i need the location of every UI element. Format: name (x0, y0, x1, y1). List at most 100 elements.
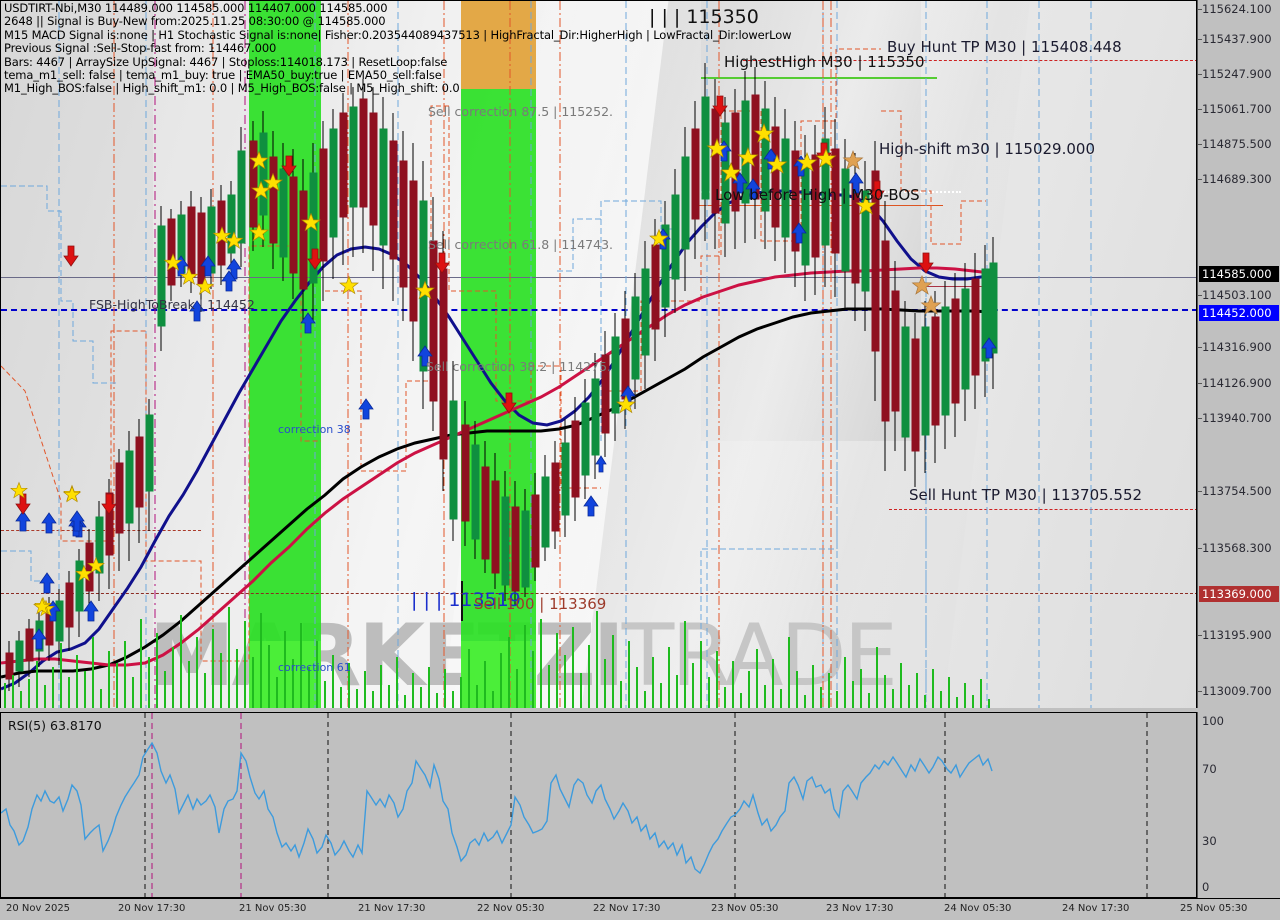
header-line-3: Previous Signal :Sell-Stop-fast from: 11… (4, 41, 277, 56)
time-tick-label: 21 Nov 05:30 (239, 903, 307, 914)
rsi-signal-vline-group (151, 713, 242, 897)
price-tick-label: 115247.900 (1202, 67, 1272, 81)
price-axis[interactable]: 115624.100 115437.900 115247.900 115061.… (1197, 0, 1280, 708)
annotation-low-before-high-m30-bos: Low before High | M30-BOS (715, 186, 920, 204)
chart-info-header: USDTIRT-Nbi,M30 114489.000 114585.000 11… (4, 1, 792, 96)
price-tick-label: 113754.500 (1202, 484, 1272, 498)
header-line-4: Bars: 4467 | ArraySize UpSignal: 4467 | … (4, 54, 448, 69)
rsi-tick-label: 0 (1202, 880, 1210, 894)
header-line-0: USDTIRT-Nbi,M30 114489.000 114585.000 11… (4, 1, 388, 15)
signal-zone-orange (461, 1, 536, 89)
price-tick-label: 113009.700 (1202, 684, 1272, 698)
star-marker-group (10, 123, 877, 617)
time-tick-label: 20 Nov 2025 (6, 903, 71, 914)
sell-arrow-group (15, 95, 934, 515)
fsb-high-to-break-line (1, 309, 1196, 311)
annotation-correction-61: correction 61 (278, 661, 351, 674)
highest-high-line (701, 77, 937, 79)
time-tick-label: 23 Nov 05:30 (711, 903, 779, 914)
price-tick-label: 114126.900 (1202, 376, 1272, 390)
volume-bars (4, 607, 990, 708)
time-tick-label: 22 Nov 05:30 (477, 903, 545, 914)
price-tick: 113940.700 (1198, 411, 1272, 425)
annotation-mid-price-marker: | | | 113519 (411, 589, 521, 611)
price-tick-label: 114689.300 (1202, 172, 1272, 186)
annotation-high-shift-m30: High-shift m30 | 115029.000 (879, 140, 1095, 158)
annotation-sell-correction-618: Sell correction 61.8 | 114743. (428, 237, 614, 252)
price-tick: 113568.300 (1198, 541, 1272, 555)
current-price-marker-line (926, 286, 996, 287)
rsi-vector-layer (1, 713, 1148, 897)
rsi-vline-group (144, 713, 1148, 897)
annotation-sell-correction-382: Sell correction 38.2 | 114275. (426, 359, 612, 374)
annotation-sell-correction-875: Sell correction 87.5 | 115252. (428, 104, 614, 119)
rsi-tick-label: 30 (1202, 834, 1217, 848)
rsi-axis[interactable]: 100 70 30 0 (1197, 712, 1280, 898)
ask-price-badge[interactable]: 114452.000 (1199, 305, 1279, 321)
buy-hunt-tp-line (743, 60, 1196, 61)
sell-hunt-tp-line (889, 509, 1196, 510)
time-tick-label: 24 Nov 17:30 (1062, 903, 1130, 914)
period-vline-group (154, 1, 246, 708)
price-tick: 114316.900 (1198, 340, 1272, 354)
annotation-sell-100: Sell 100 | 113369 (474, 595, 607, 613)
chart-vector-layer (1, 1, 1092, 708)
price-tick: 115247.900 (1198, 67, 1272, 81)
annotation-top-price-marker: | | | 115350 (649, 6, 759, 28)
price-tick: 113009.700 (1198, 684, 1272, 698)
time-tick-label: 24 Nov 05:30 (944, 903, 1012, 914)
price-tick: 114126.900 (1198, 376, 1272, 390)
box-structure-paths (1, 185, 927, 708)
price-tick-label: 113568.300 (1202, 541, 1272, 555)
annotation-highest-high-m30: HighestHigh M30 | 115350 (724, 53, 925, 71)
price-tick-label: 113195.900 (1202, 628, 1272, 642)
rsi-line (1, 741, 993, 875)
price-tick: 114875.500 (1198, 137, 1272, 151)
price-tick: 114503.100 (1198, 288, 1272, 302)
annotation-sell-hunt-tp-m30: Sell Hunt TP M30 | 113705.552 (909, 486, 1143, 504)
orange-star-marker-group (842, 150, 942, 315)
header-line-6: M1_High_BOS:false | High_shift_m1: 0.0 |… (4, 81, 460, 96)
time-tick-label: 23 Nov 17:30 (826, 903, 894, 914)
header-line-5: tema_m1_sell: false | tema_m1_buy: true … (4, 68, 442, 83)
bid-price-badge[interactable]: 114585.000 (1199, 266, 1279, 282)
low-before-high-line (698, 205, 943, 206)
annotation-fsb-high-to-break: FSB-HighToBreak | 114452 (89, 297, 255, 312)
annotation-correction-38: correction 38 (278, 423, 351, 436)
signal-zone-green-2-volume (461, 641, 536, 708)
price-tick: 113195.900 (1198, 628, 1272, 642)
price-tick-label: 115437.900 (1202, 32, 1272, 46)
header-line-1: 2648 || Signal is Buy-New from:2025.11.2… (4, 14, 386, 29)
time-tick-label: 22 Nov 17:30 (593, 903, 661, 914)
rsi-tick-label: 100 (1202, 714, 1224, 728)
price-tick-label: 115061.700 (1202, 102, 1272, 116)
price-tick-label: 113940.700 (1202, 411, 1272, 425)
ema-red-line (1, 266, 992, 667)
rsi-tick-label: 70 (1202, 762, 1217, 776)
rsi-pane[interactable]: RSI(5) 63.8170 (0, 712, 1197, 898)
time-tick-label: 20 Nov 17:30 (118, 903, 186, 914)
cursor-vline (461, 581, 463, 621)
sell-100-line (1, 593, 1196, 594)
time-axis[interactable]: 20 Nov 2025 20 Nov 17:30 21 Nov 05:30 21… (0, 898, 1280, 920)
buy-arrow-group (15, 140, 997, 650)
main-chart-pane[interactable]: MARKETZITRADE (0, 0, 1197, 708)
price-tick: 113754.500 (1198, 484, 1272, 498)
header-line-2: M15 MACD Signal is:none | H1 Stochastic … (4, 27, 792, 42)
price-tick-label: 114316.900 (1202, 340, 1272, 354)
candlestick-group (5, 63, 998, 691)
price-tick: 115624.100 (1198, 2, 1272, 16)
rsi-indicator-label: RSI(5) 63.8170 (8, 718, 102, 733)
price-tick: 114689.300 (1198, 172, 1272, 186)
stop-price-badge[interactable]: 113369.000 (1199, 586, 1279, 602)
price-tick: 115061.700 (1198, 102, 1272, 116)
annotation-buy-hunt-tp-m30: Buy Hunt TP M30 | 115408.448 (887, 38, 1122, 56)
time-tick-label: 21 Nov 17:30 (358, 903, 426, 914)
time-tick-label: 25 Nov 05:30 (1180, 903, 1248, 914)
bid-price-line (1, 277, 1196, 278)
signal-zone-green-2 (461, 89, 536, 708)
price-tick: 115437.900 (1198, 32, 1272, 46)
price-tick-label: 114875.500 (1202, 137, 1272, 151)
ema-black-line (1, 307, 992, 679)
